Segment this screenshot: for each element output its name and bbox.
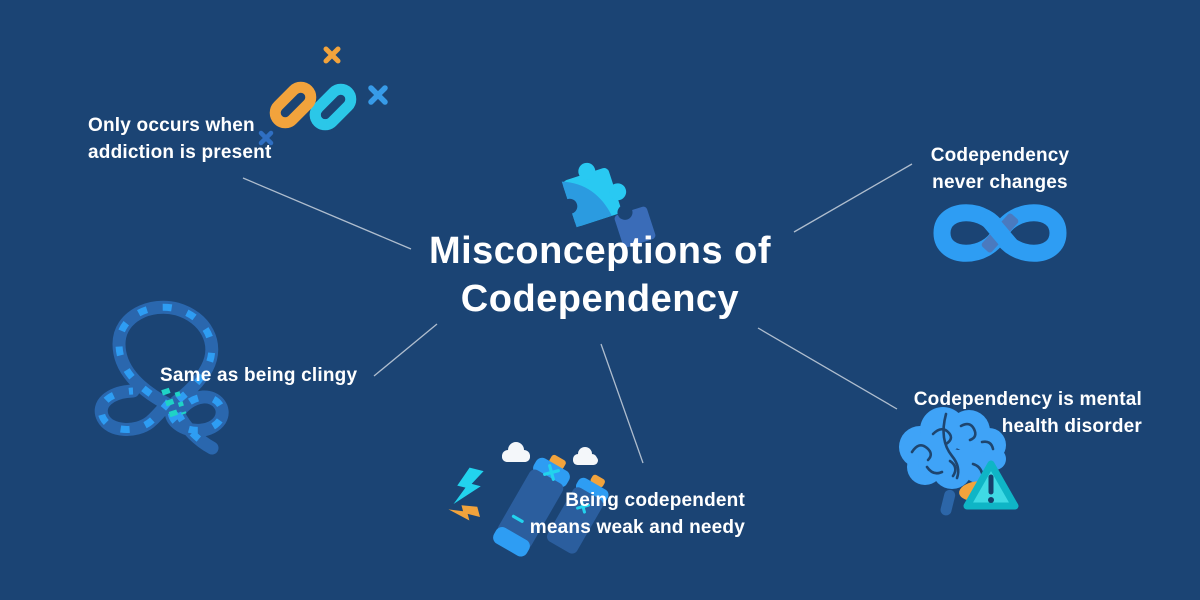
rope-knot-stripes bbox=[174, 391, 187, 415]
battery-back bbox=[546, 474, 609, 554]
lightning-bolt-icon bbox=[453, 467, 484, 504]
chain-link-cyan-overlap bbox=[309, 109, 327, 131]
label-line: health disorder bbox=[1001, 416, 1142, 437]
infinity-icon bbox=[933, 204, 1067, 262]
label-mental-health: Codependency is mental health disorder bbox=[880, 386, 1142, 440]
page-title: Misconceptions of Codependency bbox=[0, 227, 1200, 323]
label-line: never changes bbox=[932, 172, 1068, 193]
puzzle-piece-large bbox=[561, 162, 627, 228]
connector-lines bbox=[242, 163, 913, 464]
rope-knot-stripes bbox=[161, 387, 180, 423]
label-line: Codependency is mental bbox=[913, 389, 1142, 410]
label-line: Same as being clingy bbox=[160, 365, 358, 386]
label-line: Codependency bbox=[930, 145, 1070, 166]
rope-stripes bbox=[97, 303, 226, 452]
puzzle-pieces-icon bbox=[561, 162, 656, 248]
label-line: means weak and needy bbox=[529, 517, 745, 538]
label-line: Only occurs when bbox=[88, 115, 255, 136]
brain-folds bbox=[910, 412, 995, 480]
x-mark-icon bbox=[368, 85, 388, 105]
chain-links-icon bbox=[258, 46, 388, 146]
label-addiction: Only occurs when addiction is present bbox=[88, 112, 271, 166]
cloud-icon bbox=[502, 442, 530, 462]
rope-knot-icon bbox=[94, 300, 229, 455]
battery-front bbox=[493, 454, 570, 557]
infinity-front-stroke bbox=[980, 211, 1020, 255]
label-line: addiction is present bbox=[88, 142, 272, 163]
warning-triangle-icon bbox=[963, 460, 1019, 510]
puzzle-piece-small bbox=[614, 204, 656, 248]
connector-bottom-right bbox=[757, 327, 898, 410]
connector-top-left bbox=[242, 177, 412, 250]
connector-bottom-center bbox=[600, 343, 644, 464]
cloud-icon bbox=[573, 447, 598, 465]
label-weak-needy: Being codependent means weak and needy bbox=[470, 487, 745, 541]
chain-link-orange bbox=[269, 81, 317, 129]
batteries-icon bbox=[448, 442, 609, 557]
connector-top-right bbox=[793, 163, 913, 233]
label-never-changes: Codependency never changes bbox=[880, 142, 1120, 196]
label-line: Being codependent bbox=[565, 490, 745, 511]
brain-stem bbox=[940, 489, 956, 516]
title-line-2: Codependency bbox=[460, 278, 740, 320]
title-line-1: Misconceptions of bbox=[428, 230, 772, 272]
infinity-loop bbox=[933, 204, 1067, 262]
label-clingy: Same as being clingy bbox=[160, 362, 357, 389]
lightning-bolt-icon bbox=[448, 505, 481, 521]
x-mark-icon bbox=[323, 46, 341, 64]
x-mark-icon bbox=[258, 130, 274, 146]
connector-middle-left bbox=[373, 323, 438, 377]
